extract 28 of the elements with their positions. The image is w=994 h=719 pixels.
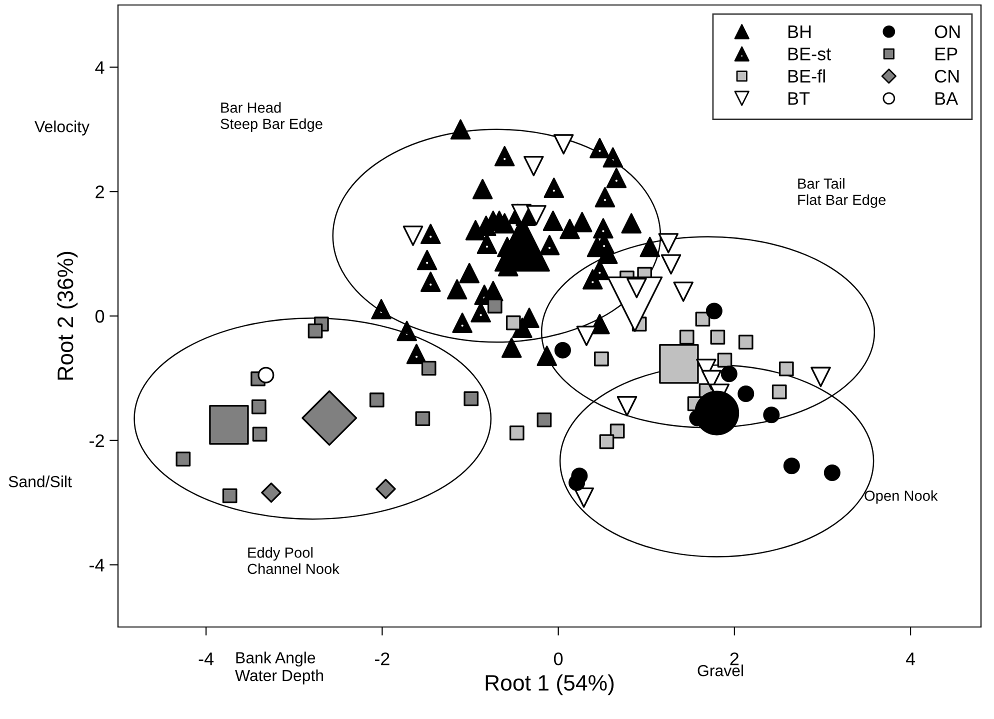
x-tick-label: 2	[730, 652, 739, 666]
legend-label: EP	[936, 48, 958, 60]
x-tick-label: -4	[198, 652, 214, 666]
annotation: Bar Tail Flat Bar Edge	[798, 178, 886, 208]
annotation: Bar Head Steep Bar Edge	[220, 102, 322, 132]
y-tick-label: 0	[95, 310, 104, 323]
annotation: Open Nook	[864, 490, 938, 504]
text: Velocity	[34, 120, 90, 136]
x-tick-label: 4	[906, 652, 916, 666]
legend-label: BT	[788, 92, 810, 105]
legend-label: CN	[934, 70, 959, 83]
y-tick-label: 2	[96, 186, 104, 198]
x-axis-title: Root 1 (54%)	[486, 674, 614, 696]
legend-label: ON	[934, 25, 960, 38]
text: Gravel	[698, 664, 743, 676]
legend-label: BA	[936, 92, 958, 105]
x-tick-label: -2	[374, 652, 390, 666]
y-tick-label: -2	[90, 434, 104, 447]
legend-label: BE-fl	[788, 69, 825, 82]
y-tick-label: -4	[90, 558, 104, 572]
x-tick-label: 0	[554, 652, 563, 666]
annotation: Eddy Pool Channel Nook	[248, 547, 340, 574]
y-tick-label: 4	[95, 61, 104, 74]
y-axis-title: Root 2 (36%)	[56, 252, 78, 380]
legend-label: BE-st	[788, 48, 832, 60]
text: Sand/Silt	[8, 476, 72, 488]
legend-label: BH	[788, 26, 811, 38]
text: Bank Angle Water Depth	[235, 652, 324, 684]
